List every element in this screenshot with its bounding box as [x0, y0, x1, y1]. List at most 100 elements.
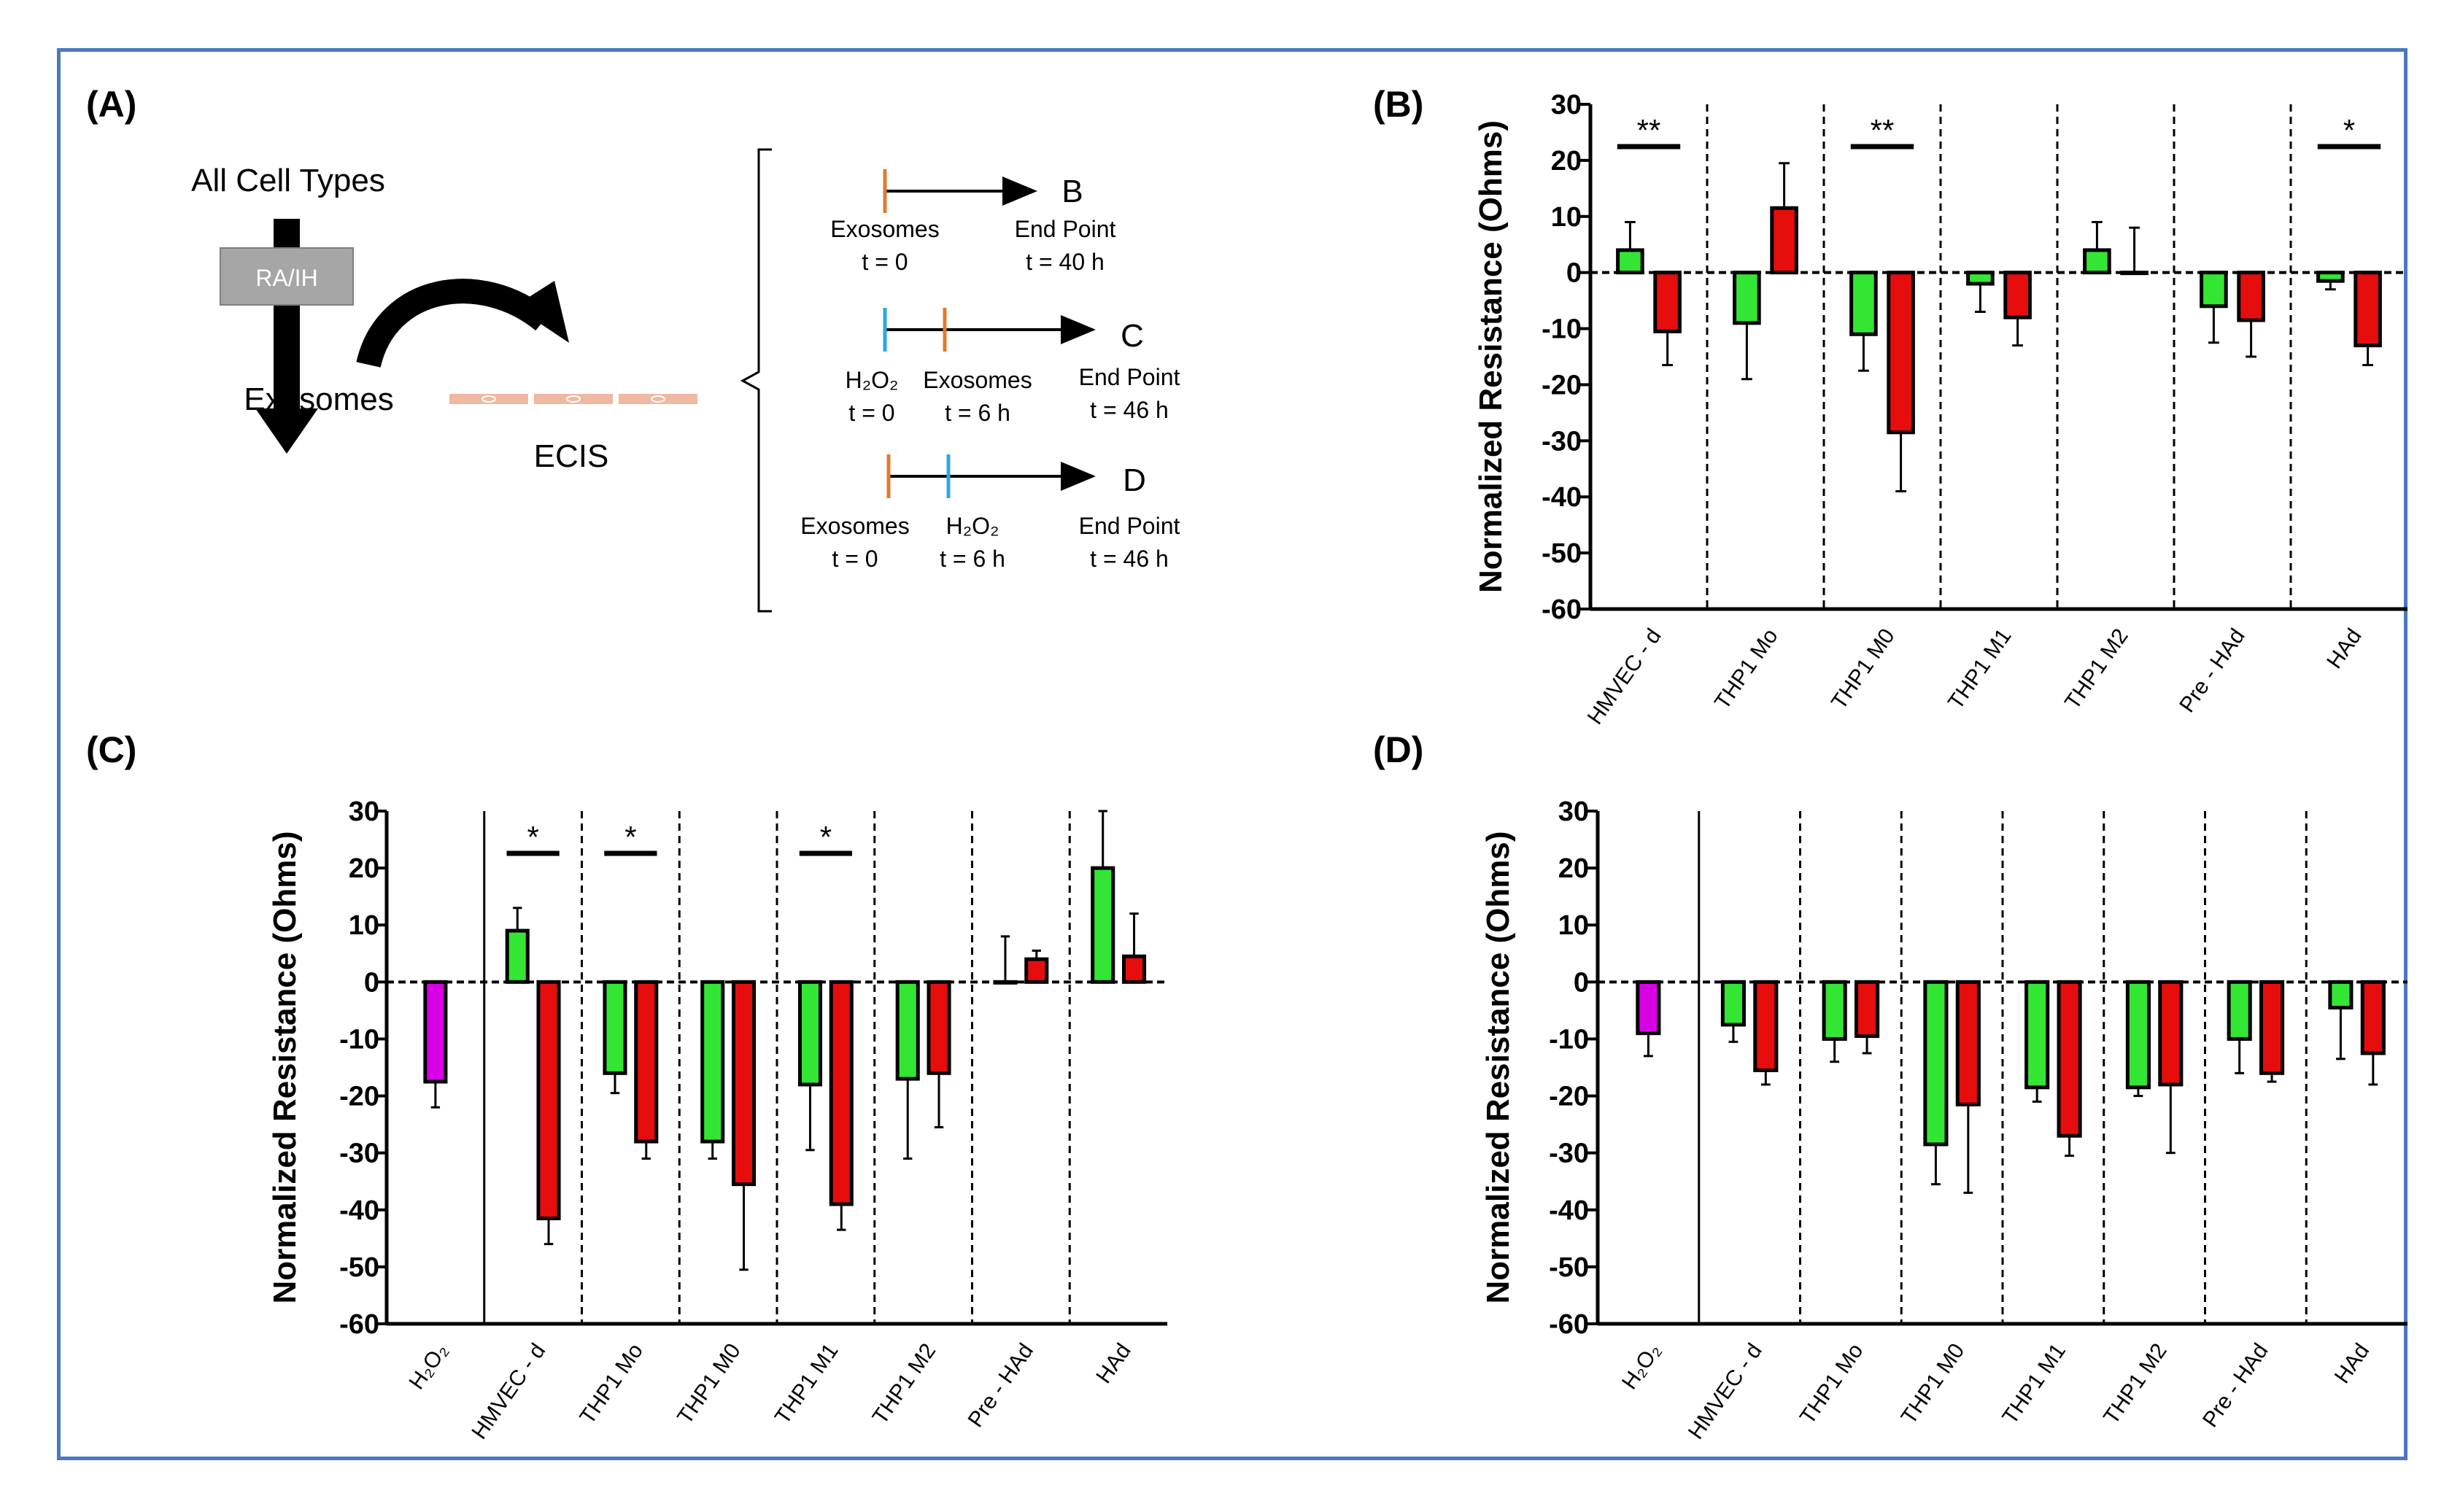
bar-ih: [2057, 980, 2082, 1138]
y-tick-label: -30: [1549, 1139, 1589, 1169]
x-label: HMVEC - d: [1684, 1339, 1767, 1443]
y-tick-label: 10: [1551, 202, 1582, 233]
bar-ih: [2003, 271, 2032, 319]
bar-ra: [1923, 980, 1949, 1147]
bar-ra: [1733, 271, 1761, 325]
y-tick-label: 20: [1558, 853, 1589, 884]
panel-label: (B): [1373, 84, 1423, 125]
significance-label: **: [1637, 113, 1661, 147]
bar-ra: [2083, 248, 2111, 275]
bar-ih: [1955, 980, 1981, 1106]
chart-panel-b: (B) 30 20 10 0 -10 -20 -30 -40 -50 -60 Normalized R…: [1373, 84, 2407, 729]
bar-ra: [1616, 248, 1644, 275]
x-label: HAd: [2322, 624, 2367, 673]
bar-ra: [1720, 980, 1746, 1027]
y-tick-label: -60: [1549, 1309, 1589, 1340]
bar-ih: [927, 980, 951, 1075]
timeline-d-event2-time: t = 6 h: [940, 546, 1005, 572]
y-axis-label: Normalized Resistance (Ohms): [1473, 120, 1509, 593]
y-tick-label: -40: [1542, 482, 1582, 513]
x-label-control: H₂O₂: [404, 1339, 452, 1394]
x-label: THP1 Mo: [575, 1339, 648, 1429]
significance-label: *: [527, 820, 538, 854]
bar-ih: [1653, 271, 1682, 333]
all-cell-types-text: All Cell Types: [191, 163, 385, 198]
timeline-d-event1-name: Exosomes: [800, 513, 909, 539]
curved-arrow-body: [356, 279, 552, 368]
timeline-c-event1-time: t = 0: [848, 400, 894, 426]
y-axis-label: Normalized Resistance (Ohms): [267, 831, 303, 1304]
x-label: THP1 M0: [673, 1339, 746, 1429]
timeline-c-end-label: End Point: [1079, 364, 1180, 390]
significance-label: *: [820, 820, 832, 854]
y-tick-label: 10: [349, 910, 379, 941]
x-label: Pre - HAd: [2175, 624, 2250, 717]
y-tick-label: -10: [339, 1024, 379, 1055]
bar-ih: [634, 980, 659, 1144]
x-label: THP1 M2: [868, 1339, 941, 1429]
timeline-b-event-time: t = 0: [862, 249, 908, 275]
bar-control-h2o2: [1636, 980, 1661, 1036]
timeline-b: B Exosomes t = 0 End Point t = 40 h: [830, 169, 1115, 275]
ecis-wells-icon: [449, 394, 697, 404]
y-tick-label: -50: [1542, 538, 1582, 569]
bar-ra: [2125, 980, 2151, 1090]
y-tick-label: -40: [339, 1195, 379, 1226]
y-tick-label: -30: [1542, 426, 1582, 457]
timeline-c-letter: C: [1121, 318, 1144, 354]
timeline-d: D Exosomes t = 0 H₂O₂ t = 6 h End Point …: [800, 454, 1180, 572]
panel-a: (A) All Cell Types RA/IH Exosomes ECIS B: [86, 84, 1180, 613]
y-tick-label: -20: [1549, 1082, 1589, 1112]
x-label: HAd: [2330, 1339, 2375, 1388]
significance-label: **: [1871, 113, 1895, 147]
ra-ih-box: [220, 247, 354, 306]
panel-a-label: (A): [86, 84, 136, 125]
y-tick-label: 30: [1558, 796, 1589, 827]
bar-ih: [2120, 271, 2149, 276]
bar-ih: [1887, 271, 1915, 435]
x-label: THP1 Mo: [1710, 624, 1783, 714]
y-tick-label: 0: [1574, 967, 1589, 998]
x-label: THP1 M2: [2060, 624, 2133, 714]
x-label: THP1 M0: [1897, 1339, 1970, 1429]
y-tick-label: -10: [1549, 1024, 1589, 1055]
bar-control-h2o2: [423, 980, 448, 1084]
down-arrow-icon: [255, 408, 318, 454]
timeline-d-end-label: End Point: [1079, 513, 1180, 539]
timeline-b-event-name: Exosomes: [830, 216, 939, 242]
timeline-d-event1-time: t = 0: [832, 546, 878, 572]
bar-ra: [895, 980, 920, 1081]
bar-ra: [2328, 980, 2354, 1009]
ecis-text: ECIS: [534, 438, 609, 474]
y-tick-label: 30: [349, 796, 379, 827]
timeline-c-end-time: t = 46 h: [1090, 397, 1169, 423]
figure-frame: [57, 48, 2407, 1460]
y-tick-label: 10: [1558, 910, 1589, 941]
y-tick-label: -20: [1542, 370, 1582, 400]
bar-ra: [797, 980, 823, 1087]
ra-ih-text: RA/IH: [255, 265, 317, 291]
bar-ih: [829, 980, 854, 1206]
bar-ra: [700, 980, 725, 1144]
significance-label: *: [624, 820, 636, 854]
timeline-c: C H₂O₂ t = 0 Exosomes t = 6 h End Point …: [846, 308, 1180, 426]
x-label: THP1 M1: [770, 1339, 843, 1429]
bar-ra: [1822, 980, 1847, 1041]
bar-ih: [2354, 271, 2382, 348]
bar-ih: [536, 980, 561, 1220]
chart-panel-d: (D) 30 20 10 0 -10 -20 -30 -40 -50 -60 Normalized R…: [1373, 729, 2407, 1443]
bar-ra: [1966, 271, 1995, 286]
bar-ra: [505, 928, 530, 984]
timeline-b-letter: B: [1061, 174, 1083, 209]
chart-panel-c: (C) 30 20 10 0 -10 -20 -30 -40 -50 -60 Normalized R…: [86, 729, 1167, 1443]
curved-arrow-icon: [514, 281, 569, 343]
x-label: HMVEC - d: [467, 1339, 550, 1443]
x-label: Pre - HAd: [2198, 1339, 2273, 1432]
bar-ra: [603, 980, 627, 1075]
x-label: THP1 M0: [1827, 624, 1900, 714]
y-tick-label: 20: [349, 853, 379, 884]
y-tick-label: -60: [339, 1309, 379, 1340]
x-label: THP1 M2: [2099, 1339, 2172, 1429]
bar-ra: [2200, 271, 2228, 309]
y-tick-label: 0: [364, 967, 379, 998]
